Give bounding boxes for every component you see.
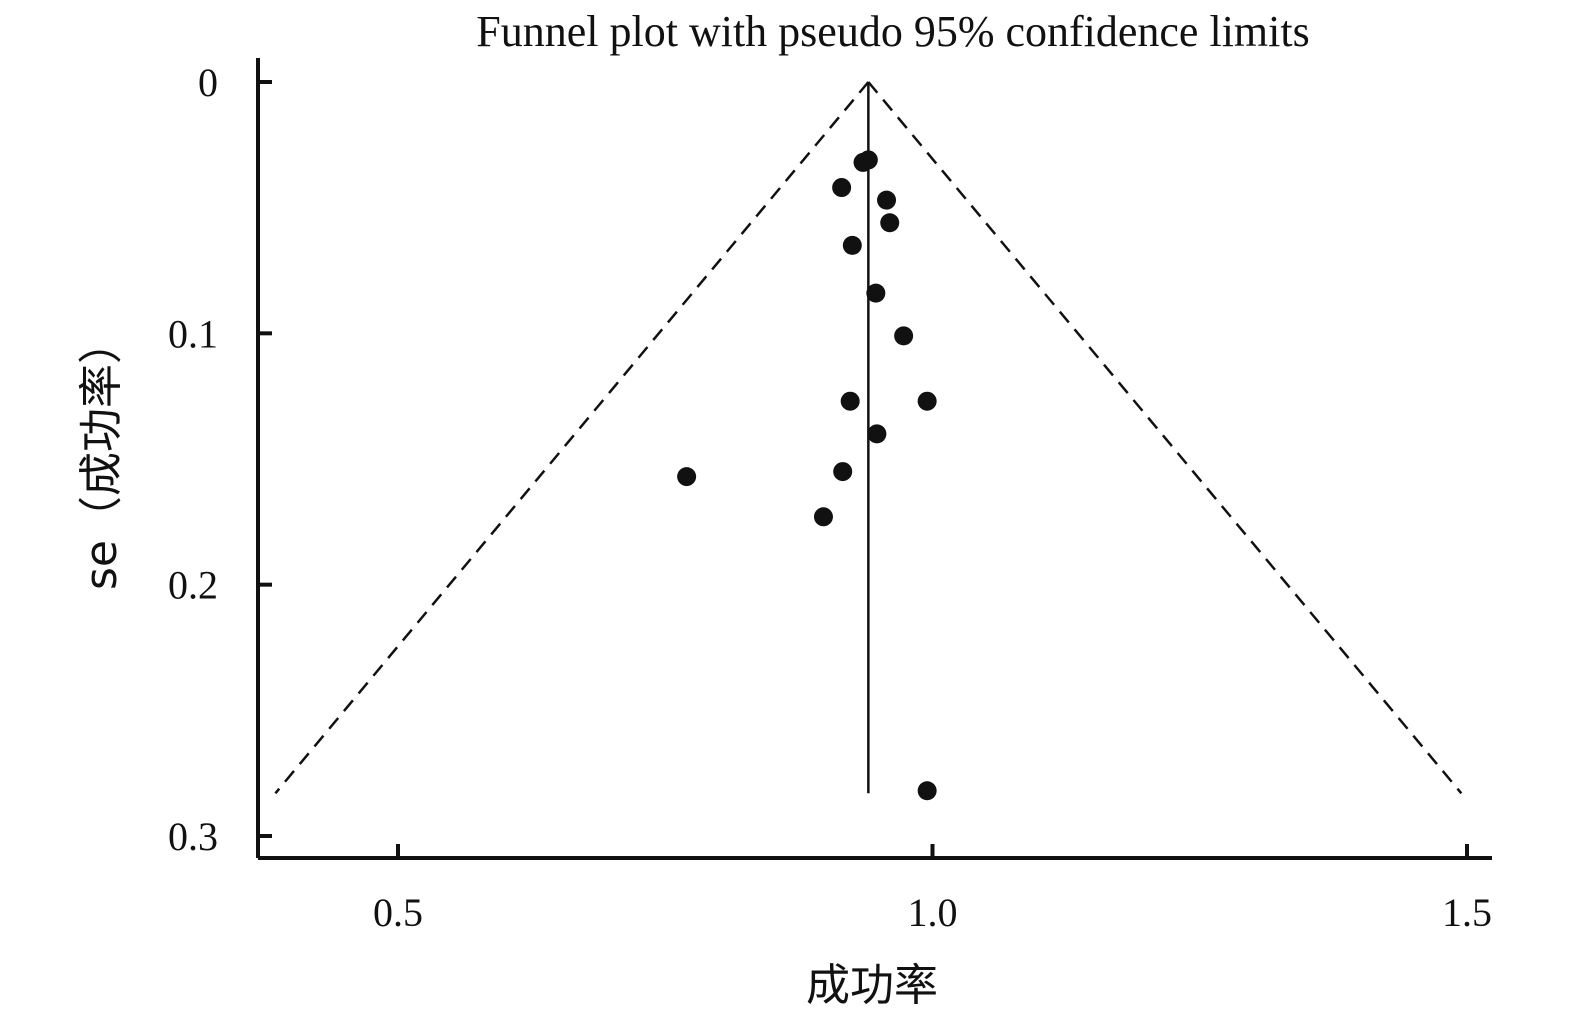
- y-tick-label: 0.2: [168, 563, 218, 608]
- y-tick-label: 0.3: [168, 814, 218, 859]
- x-tick-label: 0.5: [373, 890, 423, 935]
- data-point: [880, 213, 900, 233]
- data-point: [832, 178, 852, 198]
- confidence-limits: [274, 81, 1463, 795]
- data-point: [867, 424, 887, 444]
- x-tick-label: 1.5: [1442, 890, 1492, 935]
- data-points: [677, 150, 937, 801]
- data-point: [842, 235, 862, 255]
- data-point: [833, 462, 853, 482]
- y-axis-label: se（成功率）: [76, 320, 127, 590]
- upper-confidence-limit: [867, 81, 1463, 795]
- chart-title: Funnel plot with pseudo 95% confidence l…: [476, 7, 1309, 56]
- data-point: [813, 507, 833, 527]
- data-point: [877, 190, 897, 210]
- lower-confidence-limit: [274, 81, 870, 795]
- y-axis: 0 0.1 0.2 0.3: [168, 58, 272, 859]
- data-point: [677, 467, 697, 487]
- x-tick-label: 1.0: [908, 890, 958, 935]
- data-point: [917, 781, 937, 801]
- x-axis: 0.5 1.0 1.5: [258, 844, 1492, 935]
- data-point: [840, 391, 860, 411]
- y-tick-label: 0.1: [168, 311, 218, 356]
- data-point: [853, 152, 873, 172]
- data-point: [917, 391, 937, 411]
- data-point: [894, 326, 914, 346]
- data-point: [866, 283, 886, 303]
- x-axis-label: 成功率: [806, 960, 938, 1011]
- y-tick-label: 0: [198, 60, 218, 105]
